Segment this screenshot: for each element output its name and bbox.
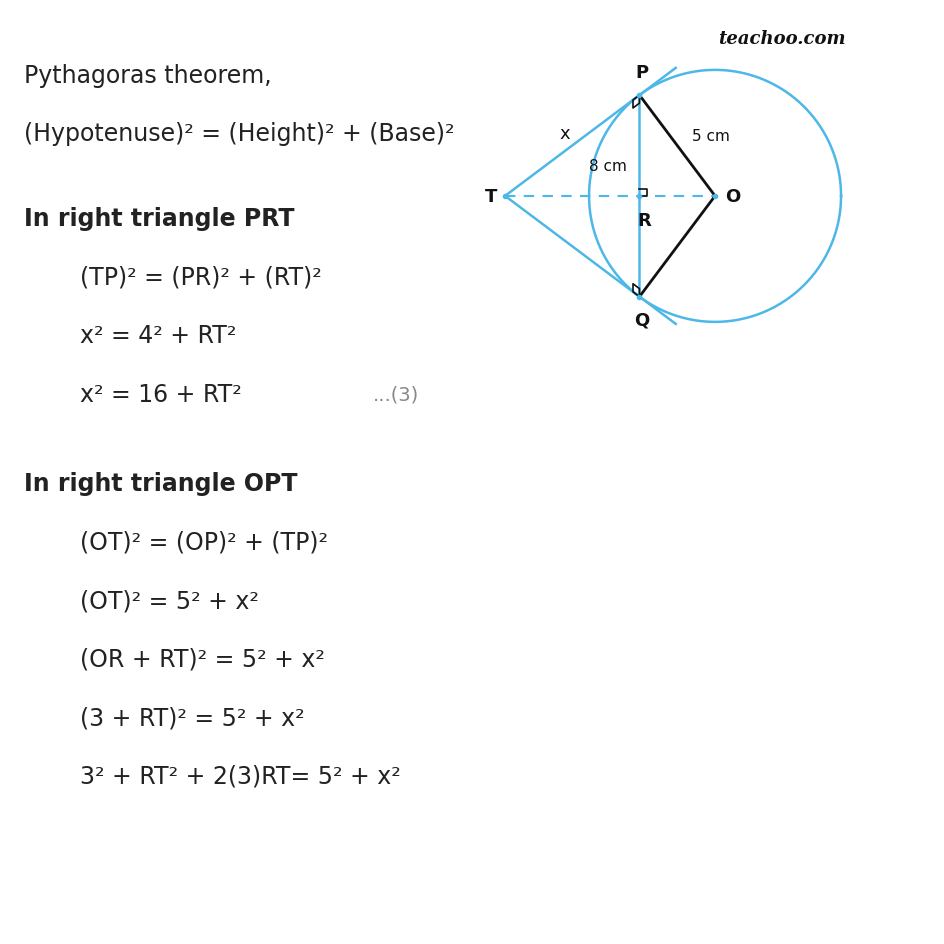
- Text: Pythagoras theorem,: Pythagoras theorem,: [24, 63, 271, 88]
- Text: teachoo.com: teachoo.com: [717, 30, 845, 48]
- Text: x² = 16 + RT²: x² = 16 + RT²: [80, 382, 242, 407]
- Text: (OT)² = (OP)² + (TP)²: (OT)² = (OP)² + (TP)²: [80, 530, 328, 554]
- Text: 5 cm: 5 cm: [692, 128, 730, 143]
- Text: In right triangle OPT: In right triangle OPT: [24, 471, 296, 496]
- Text: O: O: [724, 188, 739, 206]
- Text: 8 cm: 8 cm: [588, 159, 626, 174]
- Text: (TP)² = (PR)² + (RT)²: (TP)² = (PR)² + (RT)²: [80, 265, 322, 290]
- Text: T: T: [484, 188, 497, 206]
- Text: P: P: [634, 64, 648, 82]
- Text: ...(3): ...(3): [373, 385, 419, 404]
- Text: 3² + RT² + 2(3)RT= 5² + x²: 3² + RT² + 2(3)RT= 5² + x²: [80, 764, 400, 788]
- Text: x: x: [559, 125, 569, 143]
- Text: (OT)² = 5² + x²: (OT)² = 5² + x²: [80, 588, 259, 613]
- Text: (Hypotenuse)² = (Height)² + (Base)²: (Hypotenuse)² = (Height)² + (Base)²: [24, 122, 454, 146]
- Text: x² = 4² + RT²: x² = 4² + RT²: [80, 324, 236, 348]
- Text: Q: Q: [633, 312, 649, 329]
- Text: R: R: [637, 211, 650, 229]
- Text: In right triangle PRT: In right triangle PRT: [24, 207, 294, 231]
- Text: (OR + RT)² = 5² + x²: (OR + RT)² = 5² + x²: [80, 647, 325, 671]
- Text: (3 + RT)² = 5² + x²: (3 + RT)² = 5² + x²: [80, 705, 305, 730]
